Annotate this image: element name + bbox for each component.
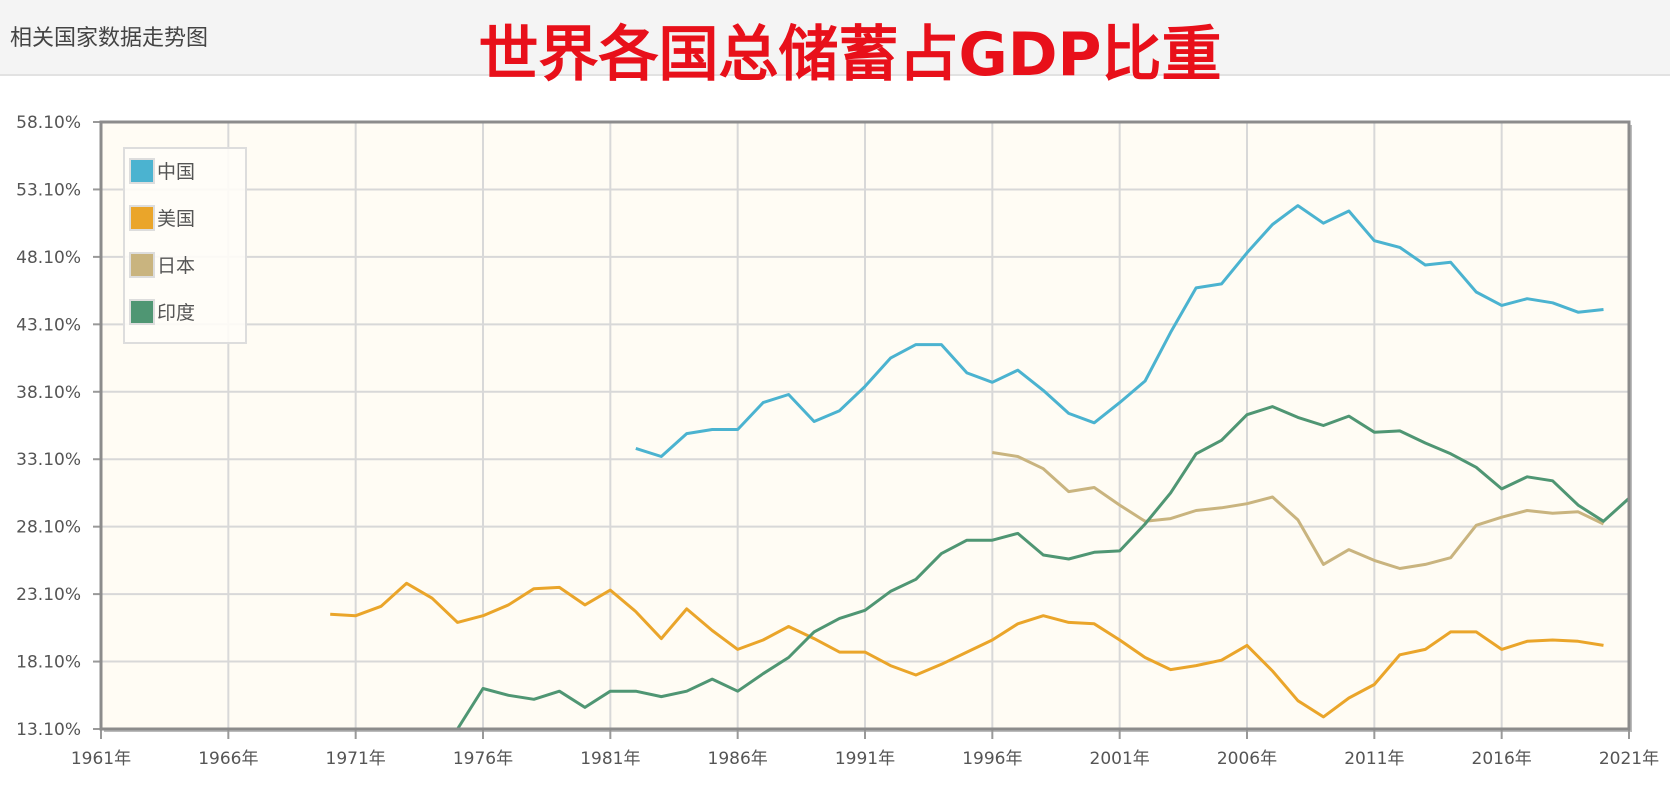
series-line-2 xyxy=(992,451,1605,570)
y-tick-label: 38.10% xyxy=(16,383,81,403)
x-tick-label: 2016年 xyxy=(1472,749,1532,769)
header-bar: 相关国家数据走势图 xyxy=(0,0,1670,76)
x-tick-label: 2021年 xyxy=(1599,749,1659,769)
x-tick-label: 2006年 xyxy=(1217,749,1277,769)
y-tick-label: 28.10% xyxy=(16,518,81,538)
x-tick-label: 2011年 xyxy=(1344,749,1404,769)
series-line-0 xyxy=(635,204,1604,458)
x-tick-label: 1976年 xyxy=(453,749,513,769)
legend-label: 美国 xyxy=(157,208,196,230)
legend-item[interactable]: 日本 xyxy=(129,251,195,278)
x-tick-label: 1986年 xyxy=(708,749,768,769)
legend-item[interactable]: 印度 xyxy=(129,298,195,325)
x-tick-label: 1991年 xyxy=(835,749,895,769)
legend-swatch xyxy=(129,204,155,231)
plot-border xyxy=(99,120,1631,731)
panel-title: 相关国家数据走势图 xyxy=(10,26,209,51)
legend-swatch xyxy=(129,157,155,184)
chart-title: 世界各国总储蓄占GDP比重 xyxy=(478,20,1222,90)
y-tick-label: 58.10% xyxy=(16,113,81,133)
x-tick-label: 1961年 xyxy=(71,749,131,769)
y-tick-label: 18.10% xyxy=(16,653,81,673)
legend-swatch xyxy=(129,251,155,278)
legend-swatch xyxy=(129,298,155,325)
y-tick-label: 33.10% xyxy=(16,450,81,470)
y-tick-label: 53.10% xyxy=(16,180,81,200)
x-tick-label: 1996年 xyxy=(962,749,1022,769)
x-tick-label: 2001年 xyxy=(1090,749,1150,769)
series-line-3 xyxy=(456,405,1629,729)
x-tick-label: 1971年 xyxy=(326,749,386,769)
y-tick-label: 23.10% xyxy=(16,585,81,605)
legend: 中国 美国 日本 印度 xyxy=(123,147,247,344)
series-line-1 xyxy=(330,581,1604,719)
y-tick-label: 48.10% xyxy=(16,248,81,268)
legend-item[interactable]: 中国 xyxy=(129,157,195,184)
y-tick-label: 43.10% xyxy=(16,315,81,335)
legend-label: 日本 xyxy=(157,255,196,277)
legend-label: 印度 xyxy=(157,302,196,324)
legend-label: 中国 xyxy=(157,161,196,183)
x-tick-label: 1966年 xyxy=(198,749,258,769)
x-tick-label: 1981年 xyxy=(580,749,640,769)
y-tick-label: 13.10% xyxy=(16,720,81,740)
legend-item[interactable]: 美国 xyxy=(129,204,195,231)
